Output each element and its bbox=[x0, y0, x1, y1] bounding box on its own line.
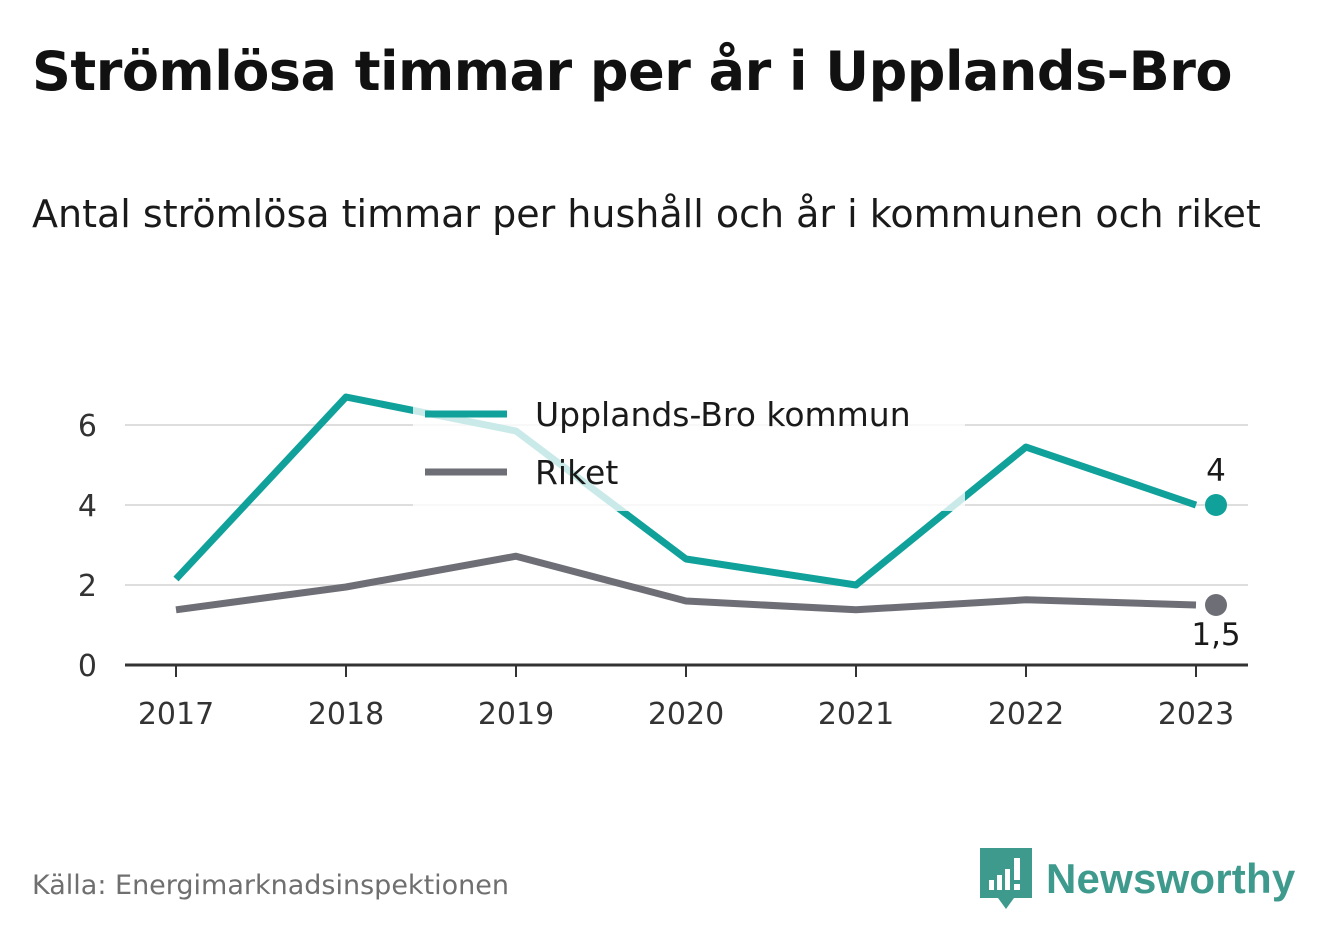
end-value-label: 4 bbox=[1206, 453, 1226, 489]
end-marker bbox=[1205, 494, 1227, 516]
y-tick-label: 4 bbox=[78, 489, 97, 524]
y-tick-label: 0 bbox=[78, 649, 97, 684]
end-marker bbox=[1205, 594, 1227, 616]
x-tick-label: 2023 bbox=[1158, 697, 1234, 732]
legend-label: Upplands-Bro kommun bbox=[535, 395, 911, 434]
series-lines bbox=[173, 393, 1198, 614]
x-tick-label: 2022 bbox=[988, 697, 1064, 732]
chart-title: Strömlösa timmar per år i Upplands-Bro bbox=[32, 40, 1232, 103]
legend-label: Riket bbox=[535, 453, 618, 492]
end-value-label: 1,5 bbox=[1191, 617, 1240, 653]
x-tick-label: 2017 bbox=[138, 697, 214, 732]
x-axis: 2017 2018 2019 2020 2021 2022 2023 bbox=[125, 663, 1248, 732]
newsworthy-logo-icon bbox=[980, 848, 1032, 909]
y-tick-label: 2 bbox=[78, 569, 97, 604]
series-line-upplands-bro-kommun bbox=[173, 393, 1198, 589]
end-labels: 41,5 bbox=[1191, 453, 1240, 653]
legend-background bbox=[413, 383, 965, 511]
legend: Upplands-Bro kommun Riket bbox=[413, 383, 965, 511]
y-tick-label: 6 bbox=[78, 409, 97, 444]
series-line-riket bbox=[175, 552, 1197, 614]
x-tick-label: 2020 bbox=[648, 697, 724, 732]
source-note: Källa: Energimarknadsinspektionen bbox=[32, 870, 510, 901]
x-tick-label: 2021 bbox=[818, 697, 894, 732]
brand-name: Newsworthy bbox=[1046, 855, 1296, 902]
x-tick-label: 2019 bbox=[478, 697, 554, 732]
chart-subtitle: Antal strömlösa timmar per hushåll och å… bbox=[32, 192, 1261, 236]
x-tick-label: 2018 bbox=[308, 697, 384, 732]
brand-logo: Newsworthy bbox=[980, 848, 1295, 910]
y-axis-ticks: 0 2 4 6 bbox=[78, 409, 97, 684]
